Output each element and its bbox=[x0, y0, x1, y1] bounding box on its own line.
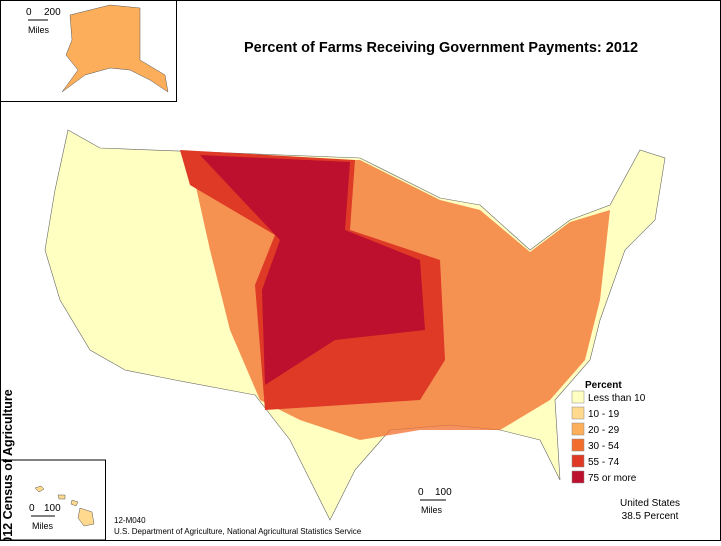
scale-label: 200 bbox=[44, 7, 61, 18]
summary-value: 38.5 Percent bbox=[622, 511, 679, 522]
scale-unit: Miles bbox=[421, 505, 443, 515]
legend-title: Percent bbox=[585, 380, 622, 391]
legend-swatch bbox=[571, 438, 585, 452]
hawaii-inset bbox=[0, 459, 106, 541]
scale-label: 100 bbox=[435, 487, 452, 498]
legend: Less than 10 10 - 19 20 - 29 30 - 54 55 - 74… bbox=[571, 390, 646, 484]
legend-swatch bbox=[571, 454, 585, 468]
side-title: 2012 Census of Agriculture bbox=[1, 389, 15, 541]
legend-swatch bbox=[571, 406, 585, 420]
scale-label: 100 bbox=[44, 503, 61, 514]
region-crimson bbox=[200, 155, 425, 385]
legend-label: 20 - 29 bbox=[588, 425, 620, 436]
scale-label: 0 bbox=[418, 487, 424, 498]
legend-swatch bbox=[571, 390, 585, 404]
scale-label: 0 bbox=[29, 503, 35, 514]
legend-swatch bbox=[571, 422, 585, 436]
legend-label: 55 - 74 bbox=[588, 457, 620, 468]
map-title: Percent of Farms Receiving Government Pa… bbox=[244, 40, 638, 56]
legend-swatch bbox=[571, 470, 585, 484]
scale-unit: Miles bbox=[32, 521, 54, 531]
legend-label: 10 - 19 bbox=[588, 409, 620, 420]
legend-label: 30 - 54 bbox=[588, 441, 620, 452]
hawaii-shape bbox=[34, 485, 95, 527]
summary-label: United States bbox=[620, 498, 680, 509]
footer-source: U.S. Department of Agriculture, National… bbox=[114, 527, 362, 536]
footer-code: 12-M040 bbox=[114, 516, 146, 525]
legend-label: 75 or more bbox=[588, 473, 637, 484]
legend-label: Less than 10 bbox=[588, 393, 646, 404]
scale-label: 0 bbox=[26, 7, 32, 18]
scale-unit: Miles bbox=[28, 25, 50, 35]
alaska-shape bbox=[61, 4, 169, 93]
